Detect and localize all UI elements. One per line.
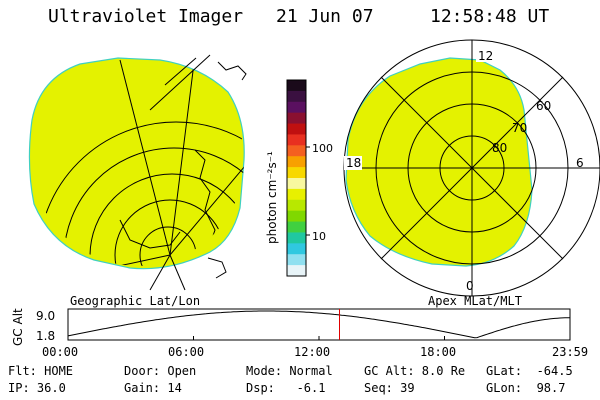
- colorbar-segment: [287, 243, 306, 255]
- status-dsp: Dsp: -6.1: [246, 381, 326, 395]
- observation-time: 12:58:48 UT: [430, 6, 550, 27]
- apex-map-label: Apex MLat/MLT: [428, 294, 522, 308]
- colorbar-segment: [287, 178, 306, 190]
- colorbar-segment: [287, 134, 306, 146]
- mlt-line-diag-2: [380, 76, 564, 260]
- colorbar-segment: [287, 80, 306, 92]
- mlt-label-6: 6: [576, 156, 584, 170]
- colorbar-segment: [287, 210, 306, 223]
- time-tick-1200: 12:00: [294, 345, 331, 359]
- colorbar-segment: [287, 167, 306, 179]
- coastline-ext-1: [217, 61, 247, 81]
- altitude-frame: [67, 308, 571, 341]
- colorbar-tick-10: 10: [312, 230, 326, 243]
- meridian-1: [169, 54, 196, 256]
- status-filter: Flt: HOME: [8, 364, 74, 378]
- geographic-map-label: Geographic Lat/Lon: [70, 294, 201, 308]
- apex-mlt-map: 12 18 6 0 60 70 80: [343, 39, 600, 297]
- colorbar-segment: [287, 254, 306, 266]
- status-gc-alt: GC Alt: 8.0 Re: [364, 364, 466, 378]
- status-glon: GLon: 98.7: [486, 381, 566, 395]
- colorbar-segment: [287, 101, 306, 114]
- geographic-aurora-image: [28, 57, 245, 270]
- meridian-3: [99, 254, 171, 266]
- colorbar: [286, 79, 310, 277]
- altitude-ytick-top: 9.0: [36, 309, 55, 323]
- apex-aurora-image: [345, 57, 533, 267]
- colorbar-segment: [287, 265, 306, 277]
- status-door: Door: Open: [124, 364, 197, 378]
- colorbar-segment: [287, 90, 306, 103]
- altitude-curve: [67, 310, 570, 339]
- lat-label-70: 70: [512, 121, 527, 135]
- meridian-2: [169, 159, 244, 256]
- colorbar-segment: [287, 221, 306, 233]
- meridian-ext-3: [149, 254, 171, 291]
- time-tick-0600: 06:00: [168, 345, 205, 359]
- status-gain: Gain: 14: [124, 381, 182, 395]
- instrument-title: Ultraviolet Imager: [48, 6, 244, 27]
- colorbar-unit-label: photon cm⁻²s⁻¹: [265, 151, 279, 244]
- colorbar-tick-100: 100: [312, 142, 333, 155]
- meridian-ext-2: [164, 57, 197, 86]
- colorbar-segment: [287, 199, 306, 212]
- mlt-label-18: 18: [346, 156, 361, 170]
- coastline-2: [119, 219, 181, 249]
- observation-date: 21 Jun 07: [276, 6, 374, 27]
- status-glat: GLat: -64.5: [486, 364, 573, 378]
- meridian-ext-4: [169, 254, 186, 291]
- time-tick-1800: 18:00: [420, 345, 457, 359]
- colorbar-segment: [287, 145, 306, 157]
- mlt-label-0: 0: [466, 279, 474, 293]
- meridian-4: [119, 59, 171, 256]
- colorbar-segment: [287, 232, 306, 244]
- colorbar-segment: [287, 156, 306, 168]
- time-tick-0000: 00:00: [42, 345, 79, 359]
- meridian-ext-1: [149, 54, 211, 111]
- colorbar-frame: [286, 79, 307, 277]
- colorbar-segment: [287, 112, 306, 125]
- status-seq: Seq: 39: [364, 381, 415, 395]
- time-tick-2359: 23:59: [552, 345, 589, 359]
- lat-label-80: 80: [492, 141, 507, 155]
- altitude-ylabel: GC Alt: [11, 308, 25, 346]
- status-mode: Mode: Normal: [246, 364, 333, 378]
- mlt-label-12: 12: [478, 49, 493, 63]
- status-ip: IP: 36.0: [8, 381, 66, 395]
- colorbar-segment: [287, 123, 306, 135]
- altitude-panel: [67, 308, 571, 341]
- coastline-ext-2: [207, 257, 227, 279]
- lat-label-60: 60: [536, 99, 551, 113]
- altitude-ytick-bottom: 1.8: [36, 329, 55, 343]
- colorbar-segment: [287, 188, 306, 201]
